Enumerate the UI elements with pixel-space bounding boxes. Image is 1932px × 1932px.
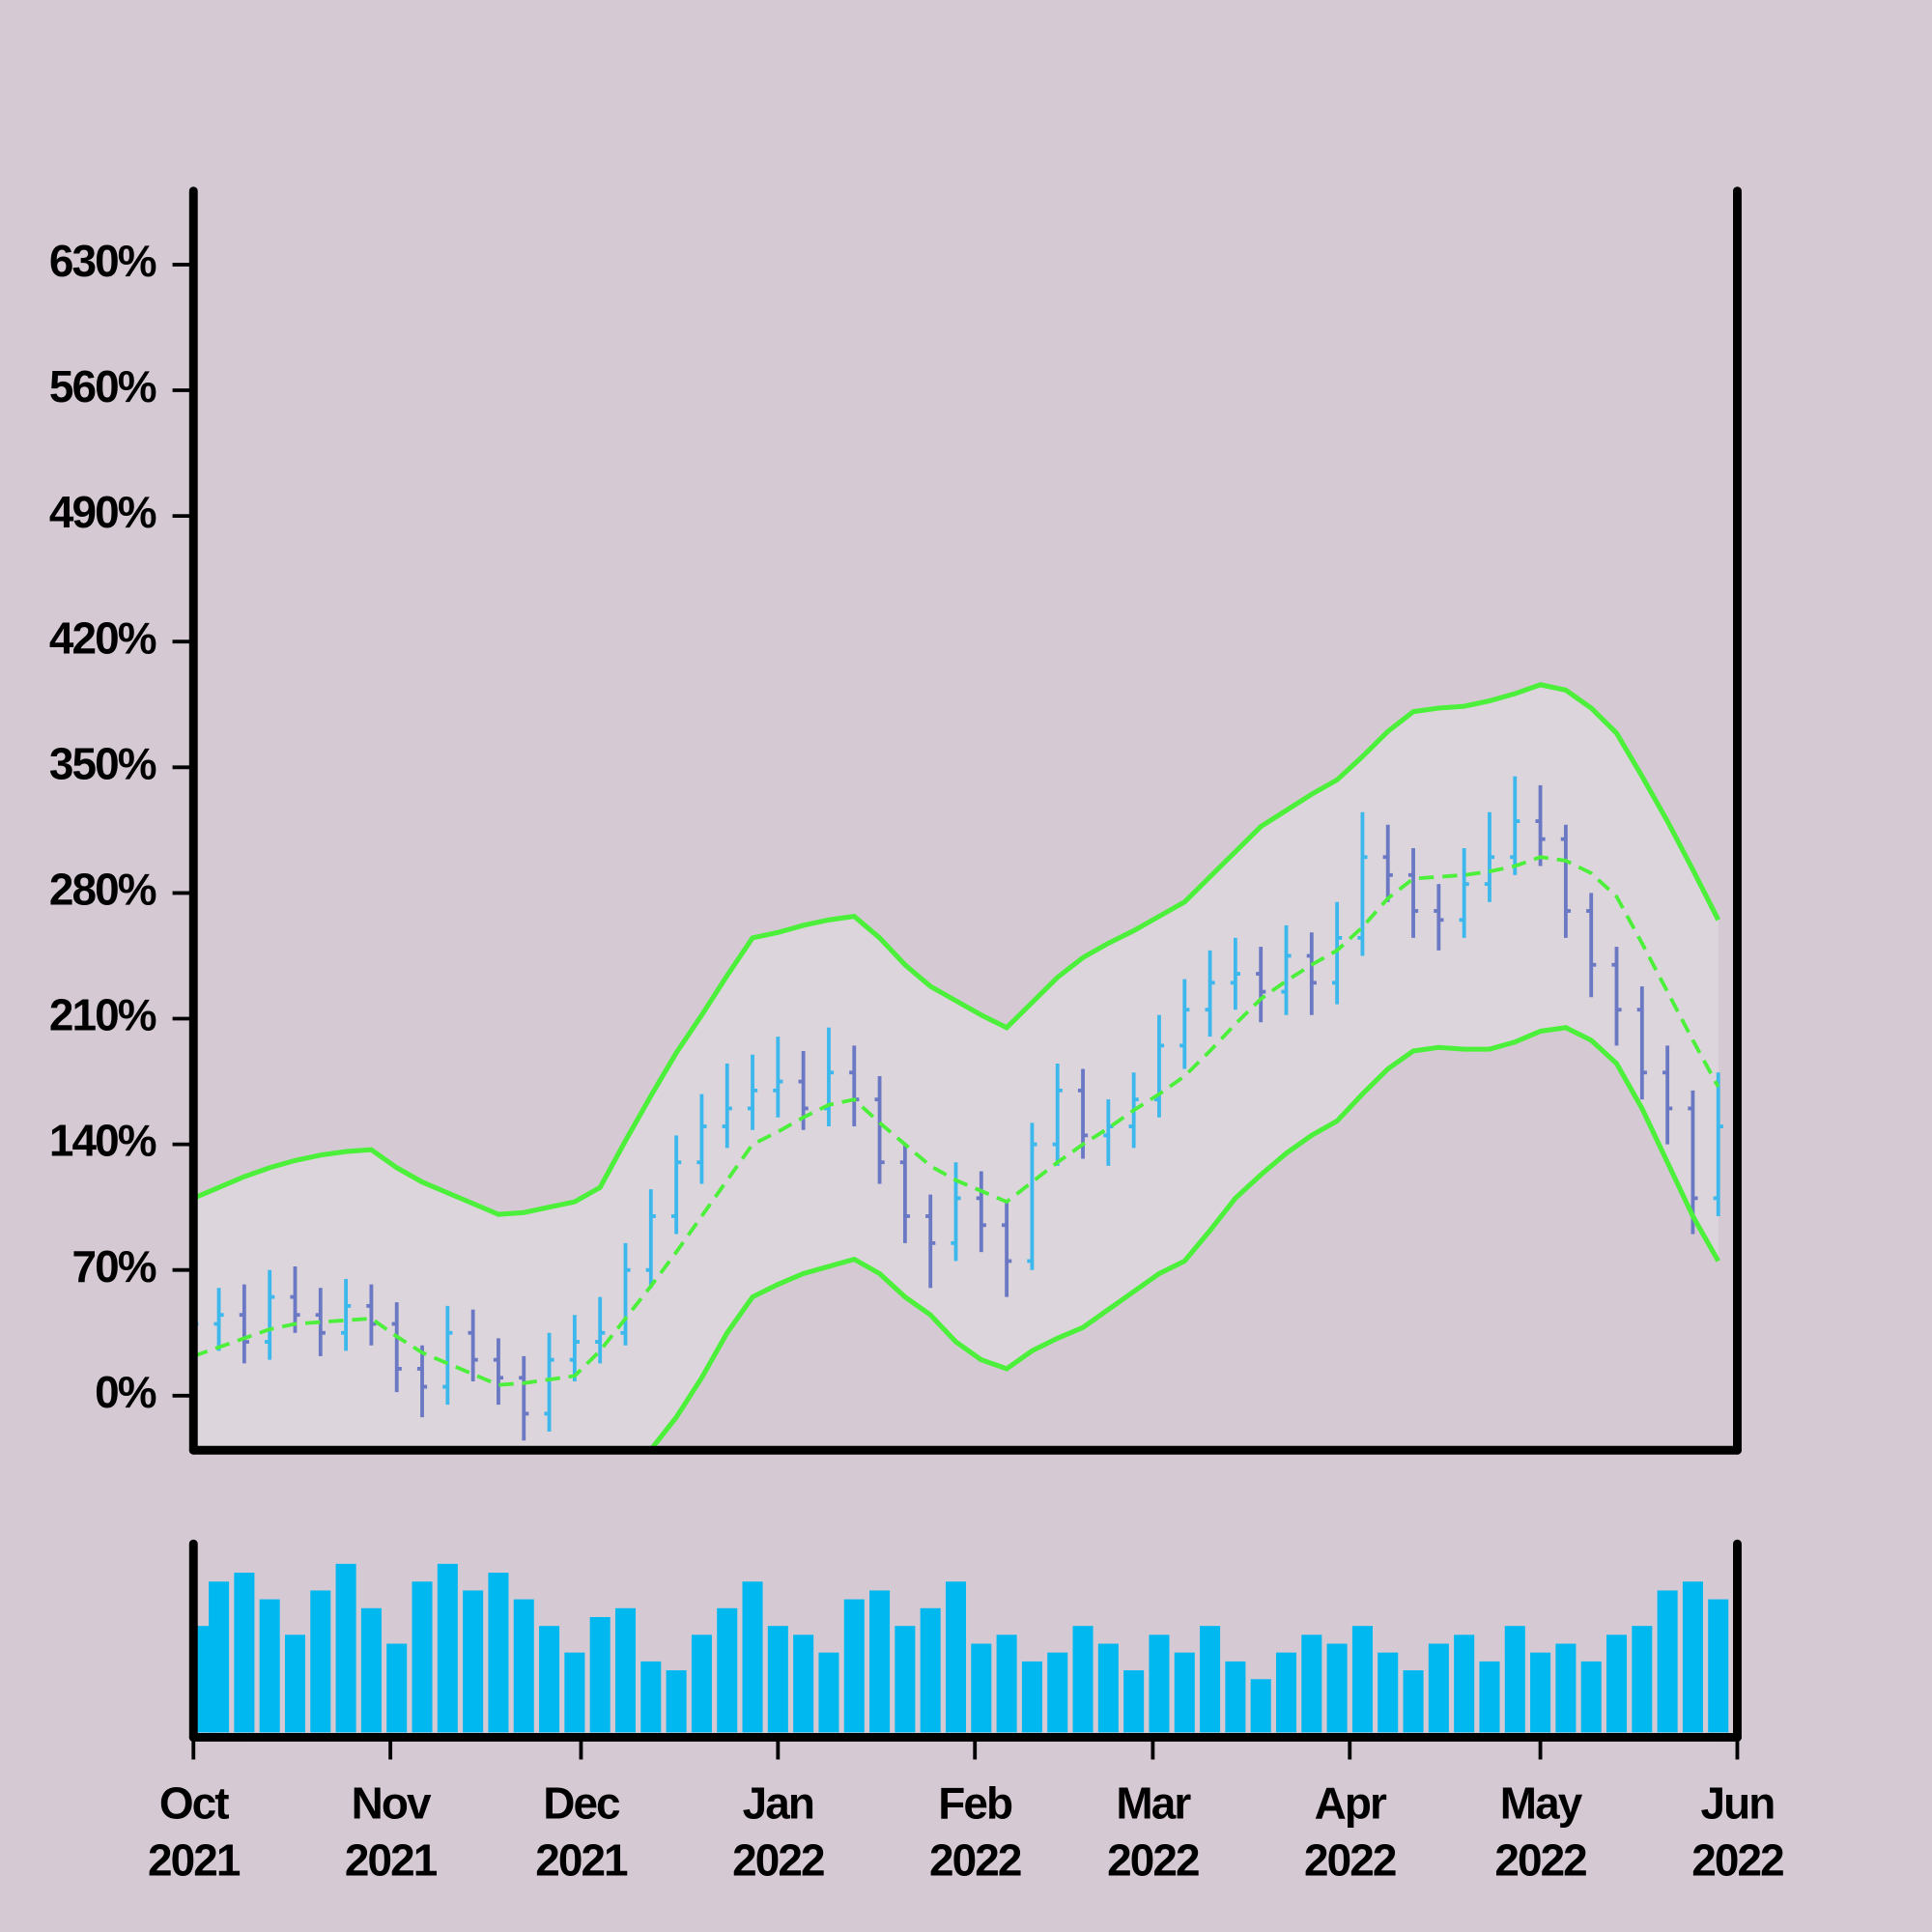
- volume-bar: [1580, 1661, 1602, 1733]
- x-tick-label: Oct 2021: [148, 1778, 241, 1886]
- volume-bar: [1682, 1581, 1703, 1733]
- volume-bar: [1428, 1643, 1449, 1733]
- volume-bar: [1174, 1652, 1195, 1733]
- y-tick-label: 0%: [95, 1367, 156, 1417]
- volume-bar: [945, 1581, 967, 1733]
- volume-bar: [1021, 1661, 1042, 1733]
- volume-bar: [1378, 1652, 1399, 1733]
- volume-bar: [843, 1599, 865, 1733]
- x-tick-label: Jun 2022: [1691, 1778, 1783, 1886]
- volume-bar: [1149, 1634, 1170, 1733]
- volume-bar: [1072, 1626, 1094, 1733]
- price-panel: [193, 682, 1723, 1448]
- volume-bar: [1555, 1643, 1577, 1733]
- volume-bar: [360, 1607, 382, 1733]
- volume-bar: [1454, 1634, 1475, 1733]
- y-tick-label: 560%: [49, 361, 156, 412]
- volume-bar: [1250, 1679, 1271, 1733]
- band-area: [193, 684, 1719, 1448]
- lower-band: [649, 1025, 1720, 1448]
- volume-bar: [437, 1563, 458, 1733]
- y-tick-label: 420%: [49, 612, 156, 663]
- volume-bar: [1708, 1599, 1729, 1733]
- volume-bar: [1403, 1670, 1424, 1733]
- middle-band: [193, 855, 1720, 1387]
- volume-bar: [1479, 1661, 1500, 1733]
- upper-band: [193, 682, 1721, 1217]
- volume-bar: [1530, 1652, 1551, 1733]
- volume-bar: [767, 1626, 788, 1733]
- y-tick-label: 280%: [49, 865, 156, 915]
- volume-bar: [1047, 1652, 1068, 1733]
- x-tick-label: May 2022: [1494, 1778, 1586, 1886]
- volume-bar: [869, 1590, 891, 1733]
- volume-bar: [1301, 1634, 1322, 1733]
- volume-bar: [920, 1607, 941, 1733]
- volume-bar: [895, 1626, 916, 1733]
- x-tick-label: Apr 2022: [1304, 1778, 1396, 1886]
- volume-bar: [412, 1581, 433, 1733]
- volume-bar: [259, 1599, 280, 1733]
- y-tick-label: 140%: [49, 1116, 156, 1166]
- volume-bar: [691, 1634, 712, 1733]
- y-tick-label: 350%: [49, 738, 156, 788]
- volume-bar: [1351, 1626, 1373, 1733]
- x-tick-label: Feb 2022: [929, 1778, 1021, 1886]
- volume-bar: [640, 1661, 662, 1733]
- x-tick-label: Dec 2021: [535, 1778, 628, 1886]
- volume-bar: [463, 1590, 484, 1733]
- volume-bar: [818, 1652, 839, 1733]
- volume-bar: [539, 1626, 560, 1733]
- volume-bar: [488, 1573, 509, 1733]
- y-tick-label: 630%: [49, 236, 156, 286]
- volume-bar: [1605, 1634, 1628, 1733]
- y-tick-label: 70%: [72, 1241, 156, 1292]
- x-tick-label: Nov 2021: [345, 1778, 438, 1886]
- volume-bar: [1123, 1670, 1145, 1733]
- volume-bar: [1225, 1661, 1246, 1733]
- volume-panel: [197, 1563, 1729, 1733]
- x-tick-label: Jan 2022: [732, 1778, 824, 1886]
- volume-bar: [1200, 1626, 1221, 1733]
- volume-bar: [742, 1581, 763, 1733]
- volume-bar: [564, 1652, 585, 1733]
- volume-bar: [1326, 1643, 1348, 1733]
- y-tick-label: 490%: [49, 487, 156, 537]
- volume-bar: [717, 1607, 738, 1733]
- volume-bar: [1097, 1643, 1119, 1733]
- axes: 0% 70% 140% 210% 280% 350% 420% 490% 560% 630% Oct…: [49, 186, 1785, 1886]
- volume-bar: [284, 1634, 306, 1733]
- volume-bar: [971, 1643, 992, 1733]
- volume-bar: [1504, 1626, 1525, 1733]
- volume-bar: [1657, 1590, 1678, 1733]
- volume-bar: [589, 1616, 611, 1733]
- volume-bar: [1275, 1652, 1297, 1733]
- volume-bar: [614, 1607, 637, 1733]
- volume-bar: [209, 1581, 230, 1733]
- volume-bar: [335, 1563, 356, 1733]
- volume-bar: [793, 1634, 814, 1733]
- volume-bar: [996, 1634, 1017, 1733]
- y-tick-label: 210%: [49, 990, 156, 1040]
- volume-bar: [666, 1670, 687, 1733]
- volume-bar: [234, 1573, 255, 1733]
- volume-bar: [1632, 1626, 1653, 1733]
- volume-bar: [310, 1590, 331, 1733]
- volume-bar: [513, 1599, 534, 1733]
- volume-bar: [386, 1643, 408, 1733]
- x-tick-label: Mar 2022: [1107, 1778, 1199, 1886]
